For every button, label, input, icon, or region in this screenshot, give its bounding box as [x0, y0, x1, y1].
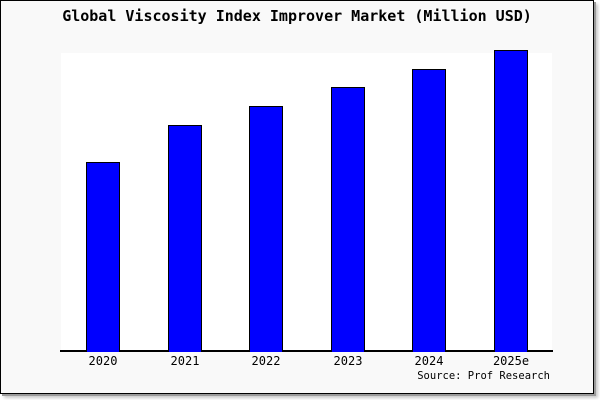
x-tick-label-2021: 2021: [170, 354, 200, 368]
x-tick-label-2022: 2022: [251, 354, 281, 368]
bar-2021: [168, 125, 202, 352]
chart-frame: Global Viscosity Index Improver Market (…: [0, 0, 594, 394]
bar-2024: [412, 69, 446, 352]
x-axis-line: [60, 350, 553, 352]
bar-2023: [331, 87, 365, 352]
x-tick-label-2020: 2020: [88, 354, 118, 368]
x-tick-label-2023: 2023: [333, 354, 363, 368]
x-tick-label-2024: 2024: [414, 354, 444, 368]
bar-2022: [249, 106, 283, 352]
plot-area: [60, 50, 553, 352]
bar-2020: [86, 162, 120, 352]
x-tick-label-2025e: 2025e: [492, 354, 530, 368]
chart-title: Global Viscosity Index Improver Market (…: [62, 7, 532, 25]
source-text: Source: Prof Research: [417, 370, 550, 382]
bar-2025e: [494, 50, 528, 352]
